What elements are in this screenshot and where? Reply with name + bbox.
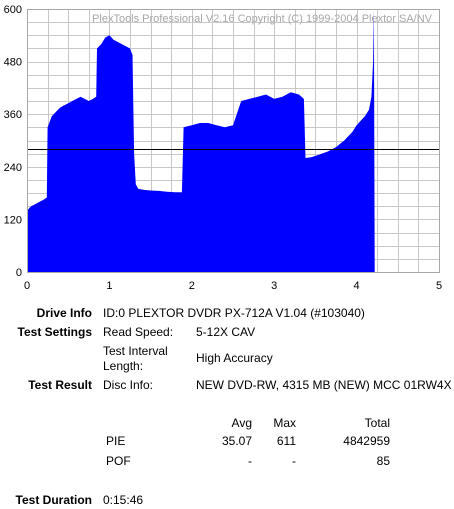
col-header-avg: Avg [231,416,252,430]
x-tick-label: 4 [354,280,360,292]
row-pof-name: POF [106,454,131,468]
y-tick-label: 480 [4,57,22,69]
pie-chart: PlexTools Professional V2.16 Copyright (… [4,4,442,292]
read-speed-value: 5-12X CAV [196,325,256,339]
plot-frame [27,9,440,273]
drive-info-value: ID:0 PLEXTOR DVDR PX-712A V1.04 (#103040… [103,306,365,320]
y-tick-label: 0 [16,267,22,279]
col-header-max: Max [273,416,296,430]
x-tick-label: 1 [106,280,112,292]
y-tick-label: 360 [4,109,22,121]
y-tick-label: 240 [4,162,22,174]
chart-watermark: PlexTools Professional V2.16 Copyright (… [92,13,433,25]
drive-info-label: Drive Info [36,306,92,320]
row-pie-total: 4842959 [343,434,390,448]
test-duration-value: 0:15:46 [103,493,144,507]
x-tick-label: 0 [24,280,30,292]
x-tick-label: 5 [436,280,442,292]
y-tick-label: 120 [4,214,22,226]
disc-info-value: NEW DVD-RW, 4315 MB (NEW) MCC 01RW4X [196,378,452,392]
row-pof-total: 85 [376,454,390,468]
row-pof-max: - [292,454,296,468]
pie-series-area [27,9,375,272]
y-tick-label: 600 [4,4,22,16]
row-pie-name: PIE [106,434,126,448]
row-pof-avg: - [248,454,252,468]
test-result-label: Test Result [28,378,92,392]
row-pie-avg: 35.07 [221,434,252,448]
read-speed-label: Read Speed: [103,325,174,339]
row-pie-max: 611 [276,434,296,448]
col-header-total: Total [364,416,390,430]
interval-label-line2: Length: [103,359,144,373]
test-settings-label: Test Settings [17,325,92,339]
x-tick-label: 2 [189,280,195,292]
x-tick-label: 3 [271,280,277,292]
test-duration-label: Test Duration [15,493,92,507]
interval-label-line1: Test Interval [103,344,168,358]
interval-value: High Accuracy [196,351,273,365]
disc-info-label: Disc Info: [103,378,154,392]
